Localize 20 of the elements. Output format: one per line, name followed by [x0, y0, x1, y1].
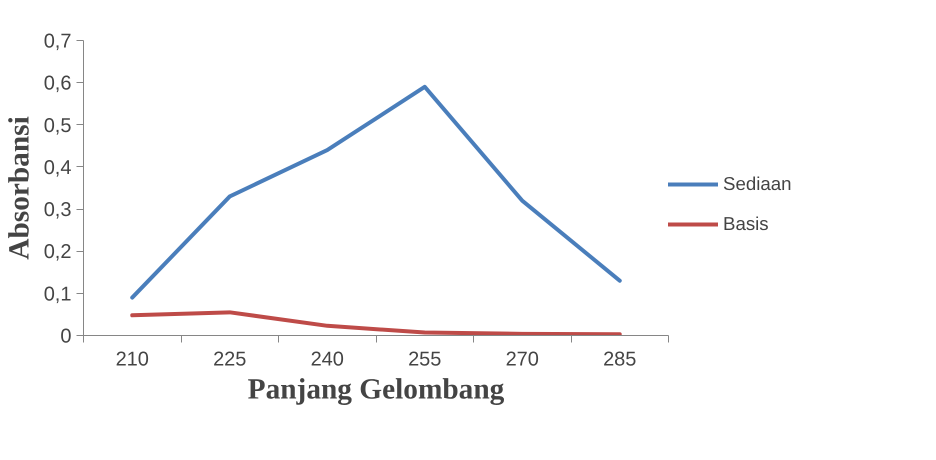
y-tick-label: 0,3 [44, 199, 72, 222]
y-tick-label: 0 [60, 326, 72, 348]
y-axis-title: Absorbansi [4, 116, 36, 260]
y-tick-label: 0,1 [44, 283, 72, 306]
y-tick-label: 0,2 [44, 241, 72, 264]
y-tick-label: 0,7 [44, 30, 72, 52]
y-tick-label: 0,6 [44, 72, 72, 95]
x-tick-label: 255 [408, 348, 442, 370]
x-tick-label: 210 [116, 348, 149, 370]
line-series [130, 84, 622, 300]
y-tick-label: 0,4 [44, 156, 72, 179]
legend-label: Basis [723, 213, 769, 235]
x-tick-label: 270 [506, 348, 539, 370]
legend-label: Sediaan [723, 173, 792, 195]
y-tick-label: 0,5 [44, 114, 72, 137]
x-tick-label: 225 [213, 348, 246, 370]
x-axis-title: Panjang Gelombang [248, 374, 505, 406]
x-tick-label: 285 [603, 348, 636, 370]
line-series [130, 310, 622, 336]
x-tick-label: 240 [310, 348, 344, 370]
